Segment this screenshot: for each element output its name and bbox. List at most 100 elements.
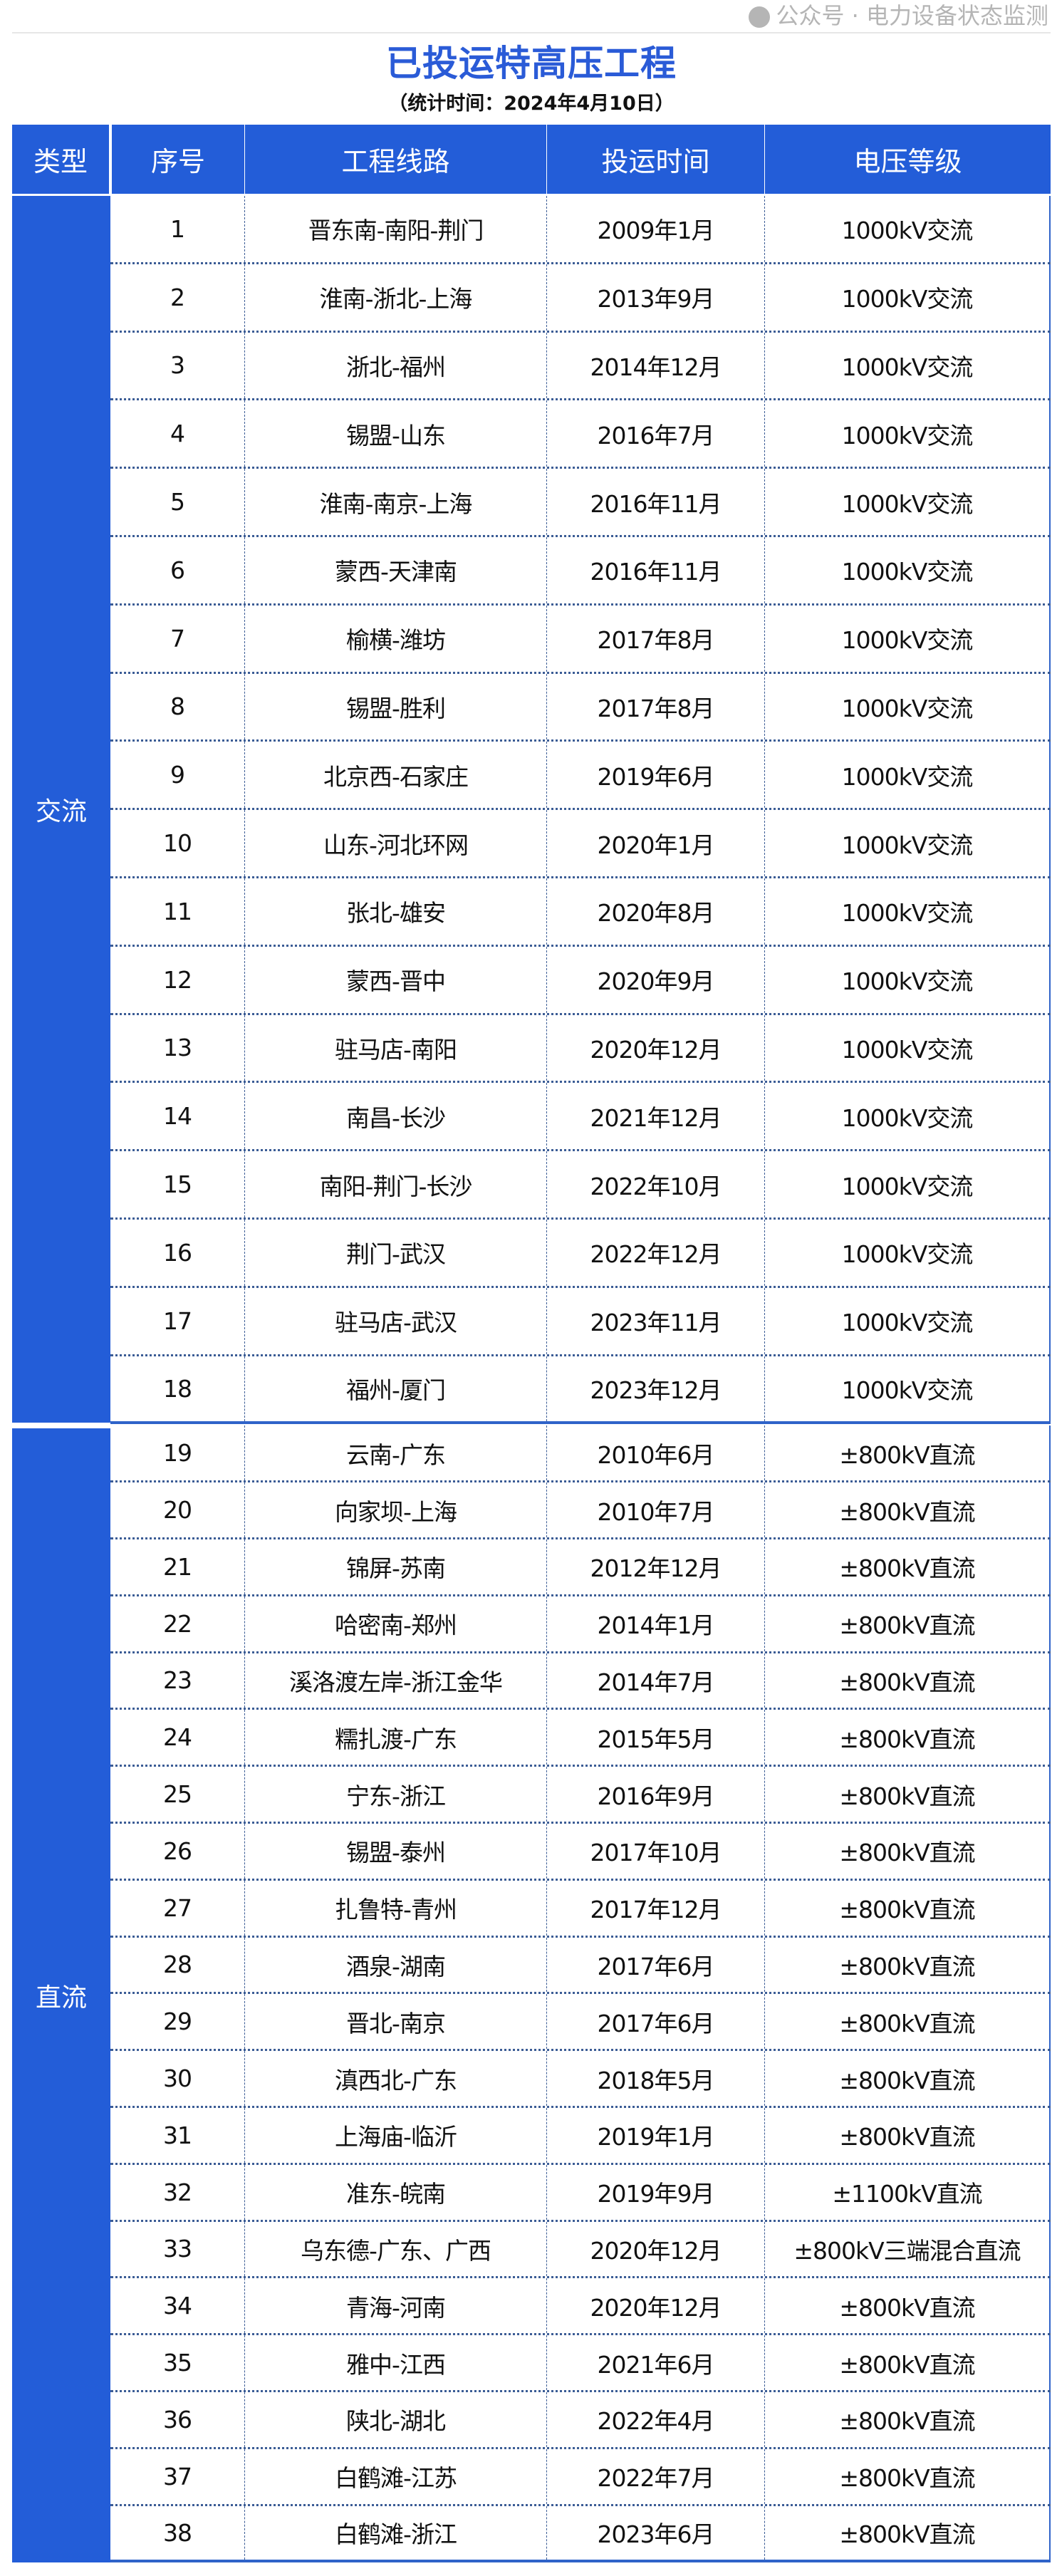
cell-seq: 37 xyxy=(163,2462,192,2491)
cell-route: 云南-广东 xyxy=(244,1425,546,1481)
cell-voltage: 1000kV交流 xyxy=(764,810,1051,876)
table-row: 14 南昌-长沙 2021年12月 1000kV交流 xyxy=(110,1083,1051,1152)
cell-date: 2012年12月 xyxy=(546,1539,764,1594)
table-row: 31 上海庙-临沂 2019年1月 ±800kV直流 xyxy=(110,2108,1051,2165)
cell-date: 2019年6月 xyxy=(546,742,764,809)
cell-route: 蒙西-天津南 xyxy=(244,537,546,603)
cell-date: 2020年12月 xyxy=(546,1014,764,1081)
cell-route: 淮南-浙北-上海 xyxy=(244,264,546,331)
table-row: 15 南阳-荆门-长沙 2022年10月 1000kV交流 xyxy=(110,1151,1051,1220)
cell-date: 2017年12月 xyxy=(546,1880,764,1936)
cell-voltage: 1000kV交流 xyxy=(764,537,1051,603)
cell-seq: 1 xyxy=(170,214,185,243)
cell-date: 2010年7月 xyxy=(546,1482,764,1537)
table-row: 19 云南-广东 2010年6月 ±800kV直流 xyxy=(110,1425,1051,1483)
cell-route: 溪洛渡左岸-浙江金华 xyxy=(244,1653,546,1708)
table-row: 22 哈密南-郑州 2014年1月 ±800kV直流 xyxy=(110,1596,1051,1653)
cell-voltage: ±800kV直流 xyxy=(764,2335,1051,2390)
cell-seq: 9 xyxy=(170,761,185,789)
cell-date: 2014年12月 xyxy=(546,332,764,399)
watermark: 公众号 · 电力设备状态监测 xyxy=(749,0,1048,31)
cell-voltage: 1000kV交流 xyxy=(764,196,1051,262)
table-row: 32 准东-皖南 2019年9月 ±1100kV直流 xyxy=(110,2164,1051,2222)
cell-date: 2017年6月 xyxy=(546,1937,764,1993)
table-row: 38 白鹤滩-浙江 2023年6月 ±800kV直流 xyxy=(110,2505,1051,2563)
cell-seq: 36 xyxy=(163,2405,192,2434)
cell-voltage: ±800kV直流 xyxy=(764,1425,1051,1481)
cell-voltage: ±1100kV直流 xyxy=(764,2164,1051,2220)
cell-seq: 23 xyxy=(163,1666,192,1695)
type-cell: 交流 xyxy=(12,196,110,1423)
table-row: 1 晋东南-南阳-荆门 2009年1月 1000kV交流 xyxy=(110,196,1051,264)
cell-date: 2016年7月 xyxy=(546,400,764,467)
cell-voltage: ±800kV直流 xyxy=(764,1653,1051,1708)
cell-seq: 20 xyxy=(163,1496,192,1525)
cell-date: 2022年12月 xyxy=(546,1220,764,1286)
cell-date: 2022年10月 xyxy=(546,1151,764,1217)
table-row: 13 驻马店-南阳 2020年12月 1000kV交流 xyxy=(110,1014,1051,1084)
cell-voltage: ±800kV直流 xyxy=(764,2108,1051,2163)
cell-route: 锡盟-胜利 xyxy=(244,673,546,740)
cell-seq: 2 xyxy=(170,283,185,311)
cell-voltage: ±800kV直流 xyxy=(764,2392,1051,2447)
header-seq: 序号 xyxy=(110,125,244,194)
table-row: 25 宁东-浙江 2016年9月 ±800kV直流 xyxy=(110,1767,1051,1824)
table-row: 3 浙北-福州 2014年12月 1000kV交流 xyxy=(110,332,1051,401)
cell-voltage: ±800kV直流 xyxy=(764,1539,1051,1594)
cell-route: 陕北-湖北 xyxy=(244,2392,546,2447)
cell-date: 2013年9月 xyxy=(546,264,764,331)
cell-seq: 11 xyxy=(163,897,192,925)
cell-route: 驻马店-南阳 xyxy=(244,1014,546,1081)
cell-voltage: ±800kV直流 xyxy=(764,2505,1051,2560)
cell-seq: 15 xyxy=(163,1170,192,1199)
table-row: 7 榆横-潍坊 2017年8月 1000kV交流 xyxy=(110,605,1051,674)
cell-seq: 35 xyxy=(163,2349,192,2377)
cell-route: 南昌-长沙 xyxy=(244,1083,546,1150)
cell-seq: 8 xyxy=(170,692,185,721)
table-row: 11 张北-雄安 2020年8月 1000kV交流 xyxy=(110,878,1051,947)
cell-date: 2023年6月 xyxy=(546,2505,764,2560)
cell-seq: 38 xyxy=(163,2518,192,2547)
cell-seq: 17 xyxy=(163,1307,192,1335)
cell-voltage: ±800kV直流 xyxy=(764,2278,1051,2334)
table-row: 18 福州-厦门 2023年12月 1000kV交流 xyxy=(110,1356,1051,1425)
cell-route: 糯扎渡-广东 xyxy=(244,1710,546,1765)
wechat-icon xyxy=(749,6,771,28)
cell-route: 锦屏-苏南 xyxy=(244,1539,546,1594)
cell-date: 2009年1月 xyxy=(546,196,764,262)
cell-date: 2020年8月 xyxy=(546,878,764,945)
cell-route: 白鹤滩-江苏 xyxy=(244,2448,546,2504)
table-row: 27 扎鲁特-青州 2017年12月 ±800kV直流 xyxy=(110,1880,1051,1938)
table-row: 21 锦屏-苏南 2012年12月 ±800kV直流 xyxy=(110,1539,1051,1596)
cell-route: 准东-皖南 xyxy=(244,2164,546,2220)
table-row: 12 蒙西-晋中 2020年9月 1000kV交流 xyxy=(110,946,1051,1015)
cell-date: 2020年9月 xyxy=(546,946,764,1013)
cell-route: 南阳-荆门-长沙 xyxy=(244,1151,546,1217)
cell-seq: 34 xyxy=(163,2292,192,2320)
table-card: 已投运特高压工程 （统计时间：2024年4月10日） 类型 序号 工程线路 投运… xyxy=(12,32,1051,2563)
cell-route: 淮南-南京-上海 xyxy=(244,469,546,535)
cell-seq: 22 xyxy=(163,1609,192,1638)
cell-route: 上海庙-临沂 xyxy=(244,2108,546,2163)
cell-route: 乌东德-广东、广西 xyxy=(244,2221,546,2277)
page-subtitle: （统计时间：2024年4月10日） xyxy=(388,93,675,115)
cell-seq: 25 xyxy=(163,1780,192,1809)
cell-route: 扎鲁特-青州 xyxy=(244,1880,546,1936)
cell-route: 晋北-南京 xyxy=(244,1994,546,2050)
cell-seq: 10 xyxy=(163,829,192,858)
cell-seq: 33 xyxy=(163,2235,192,2263)
cell-date: 2014年7月 xyxy=(546,1653,764,1708)
cell-seq: 28 xyxy=(163,1951,192,1979)
table-row: 5 淮南-南京-上海 2016年11月 1000kV交流 xyxy=(110,469,1051,537)
cell-date: 2022年7月 xyxy=(546,2448,764,2504)
cell-seq: 27 xyxy=(163,1894,192,1922)
header-route: 工程线路 xyxy=(244,125,546,194)
cell-route: 张北-雄安 xyxy=(244,878,546,945)
cell-seq: 26 xyxy=(163,1837,192,1865)
cell-voltage: ±800kV直流 xyxy=(764,1937,1051,1993)
table-row: 33 乌东德-广东、广西 2020年12月 ±800kV三端混合直流 xyxy=(110,2221,1051,2279)
cell-voltage: ±800kV直流 xyxy=(764,1994,1051,2050)
cell-route: 锡盟-泰州 xyxy=(244,1824,546,1879)
cell-voltage: 1000kV交流 xyxy=(764,400,1051,467)
cell-date: 2016年9月 xyxy=(546,1767,764,1822)
